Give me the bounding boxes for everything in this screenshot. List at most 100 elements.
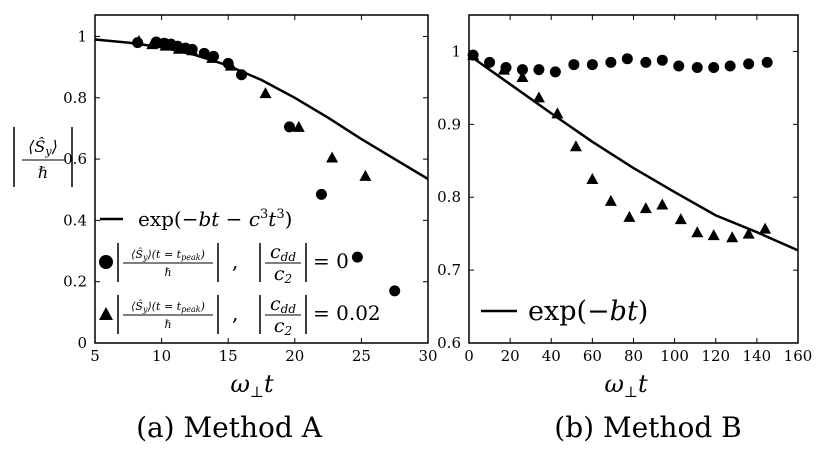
fit-curve — [94, 38, 429, 181]
x-tick-label: 20 — [285, 347, 304, 365]
panel-a: 5 10 15 20 25 30 0 0.2 0.4 0.6 0.8 1 ⟨Ŝy⟩ ℏ ω⊥t (a)… — [13, 14, 438, 444]
y-tick-label: 0.6 — [63, 150, 87, 168]
x-tick-label: 10 — [152, 347, 171, 365]
svg-text:c2: c2 — [274, 263, 292, 286]
x-tick-label: 140 — [743, 347, 772, 365]
caption-b: (b) Method B — [554, 411, 741, 444]
data-point-circle — [533, 64, 545, 76]
legend-line-label-b: exp(−bt) — [528, 296, 648, 327]
data-point-triangle — [726, 231, 739, 243]
data-point-circle — [283, 121, 295, 133]
legend-triangle-value: = 0.02 — [313, 301, 381, 325]
data-point-circle — [549, 66, 561, 78]
data-point-circle — [724, 60, 736, 72]
fit-curve-a — [94, 38, 429, 181]
data-point-triangle — [224, 59, 237, 71]
ticks-a: 5 10 15 20 25 30 0 0.2 0.4 0.6 0.8 1 — [63, 15, 438, 365]
data-point-triangle — [691, 226, 704, 238]
data-point-circle — [743, 58, 755, 70]
x-tick-label: 25 — [352, 347, 371, 365]
x-tick-label: 0 — [464, 347, 474, 365]
y-tick-label: 1 — [451, 42, 461, 60]
data-marks-a — [132, 35, 401, 297]
plot-frame-a — [94, 14, 429, 344]
legend-b: exp(−bt) — [481, 296, 648, 327]
y-tick-label: 0.2 — [63, 273, 87, 291]
x-tick-label: 20 — [501, 347, 520, 365]
data-point-triangle — [532, 91, 545, 103]
y-tick-label: 0.9 — [437, 115, 461, 133]
y-tick-label: 0.8 — [63, 89, 87, 107]
data-point-circle — [605, 56, 617, 68]
data-point-triangle — [359, 169, 372, 181]
data-point-triangle — [186, 44, 199, 56]
data-point-triangle — [569, 140, 582, 152]
data-point-triangle — [467, 49, 480, 61]
x-tick-label: 60 — [583, 347, 602, 365]
data-point-triangle — [292, 120, 305, 132]
data-point-triangle — [159, 39, 172, 51]
data-point-triangle — [551, 107, 564, 119]
data-point-triangle — [586, 173, 599, 184]
data-point-circle — [708, 61, 720, 73]
data-point-circle — [568, 59, 580, 71]
data-point-circle — [621, 53, 633, 65]
caption-a: (a) Method A — [136, 411, 323, 444]
svg-text:ℏ: ℏ — [164, 266, 171, 279]
x-tick-label: 15 — [219, 347, 238, 365]
data-point-circle — [656, 54, 668, 66]
data-point-triangle — [206, 51, 219, 63]
y-tick-label: 0 — [77, 334, 87, 352]
data-point-triangle — [707, 229, 720, 241]
data-point-circle — [640, 56, 652, 68]
svg-text:cdd: cdd — [270, 293, 296, 316]
data-point-triangle — [259, 87, 272, 99]
data-point-circle — [484, 56, 496, 68]
xlabel-b: ω⊥t — [604, 370, 648, 401]
x-tick-label: 40 — [542, 347, 561, 365]
x-tick-label: 100 — [660, 347, 689, 365]
svg-text:ℏ: ℏ — [164, 318, 171, 331]
data-point-triangle — [497, 63, 510, 75]
data-point-circle — [315, 188, 327, 200]
x-tick-label: 80 — [624, 347, 643, 365]
x-tick-label: 160 — [784, 347, 813, 365]
y-tick-label: 0.7 — [437, 261, 461, 279]
data-point-circle — [198, 47, 210, 59]
data-point-triangle — [326, 151, 339, 163]
svg-text:,: , — [232, 301, 238, 325]
legend-line-label-a: exp(−bt − c3t3) — [138, 207, 292, 231]
data-point-triangle — [132, 35, 145, 47]
svg-text:⟨Ŝy⟩(t = tpeak): ⟨Ŝy⟩(t = tpeak) — [131, 247, 205, 262]
data-point-circle — [236, 69, 248, 81]
y-tick-label: 0.8 — [437, 188, 461, 206]
xlabel-a: ω⊥t — [230, 370, 274, 401]
svg-text:⟨Ŝy⟩: ⟨Ŝy⟩ — [28, 136, 58, 158]
data-point-triangle — [639, 202, 652, 214]
y-tick-label: 0.6 — [437, 334, 461, 352]
data-point-triangle — [146, 38, 159, 50]
legend-a: exp(−bt − c3t3) ⟨Ŝy⟩(t = tpeak) ℏ , cdd … — [99, 207, 381, 338]
y-tick-label: 0.4 — [63, 211, 87, 229]
data-point-circle — [351, 251, 363, 263]
data-point-triangle — [623, 210, 636, 222]
data-point-triangle — [674, 213, 687, 225]
data-point-triangle — [172, 42, 185, 54]
data-point-circle — [389, 285, 401, 297]
fit-curve — [468, 54, 799, 252]
panel-b: 0 20 40 60 80 100 120 140 160 0.6 0.7 0.8 0.9 1 ω⊥t (… — [437, 14, 813, 444]
legend-triangle-marker — [99, 307, 113, 320]
data-point-triangle — [759, 222, 772, 234]
data-point-circle — [761, 56, 773, 68]
data-point-circle — [691, 61, 703, 73]
data-point-triangle — [656, 198, 669, 210]
svg-text:,: , — [232, 249, 238, 273]
data-point-triangle — [604, 194, 617, 206]
svg-text:c2: c2 — [274, 315, 292, 338]
data-point-triangle — [742, 227, 755, 239]
data-point-triangle — [516, 70, 529, 82]
x-tick-label: 120 — [701, 347, 730, 365]
data-point-circle — [673, 60, 685, 72]
fit-curve-b — [468, 54, 799, 252]
